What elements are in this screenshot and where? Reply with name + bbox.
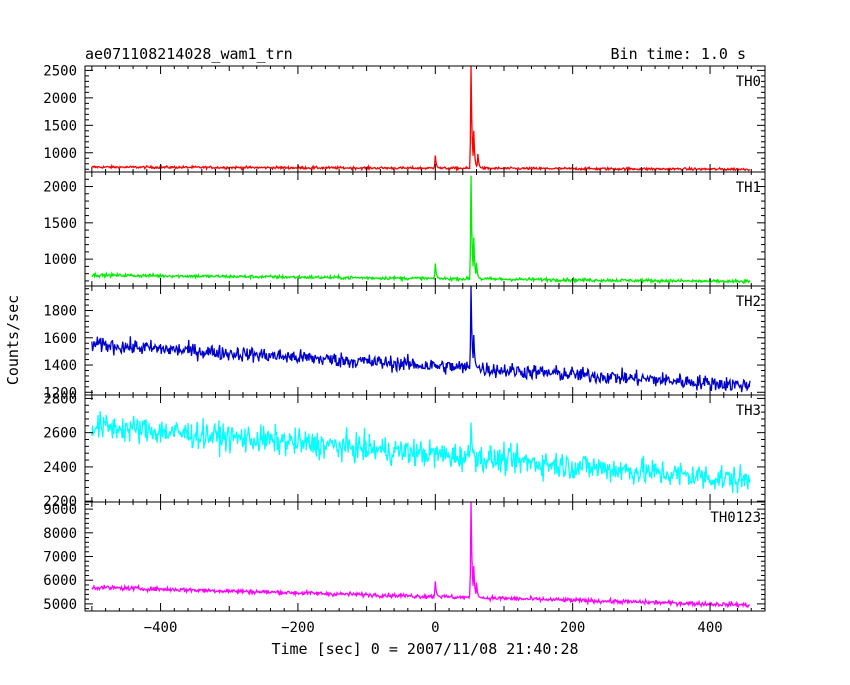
x-axis-label: Time [sec] 0 = 2007/11/08 21:40:28: [271, 640, 578, 658]
y-tick-label: 2800: [43, 391, 77, 407]
y-tick-label: 7000: [43, 550, 77, 566]
y-tick-label: 1000: [43, 146, 77, 162]
panel-label-th2: TH2: [736, 294, 761, 310]
panel-label-th3: TH3: [736, 403, 761, 419]
y-tick-label: 1000: [43, 252, 77, 268]
panel-label-th1: TH1: [736, 180, 761, 196]
panel-frame: [84, 65, 766, 173]
y-tick-label: 9000: [43, 502, 77, 518]
panel-frame: [84, 171, 766, 287]
series-line-th1: [91, 175, 751, 285]
y-tick-label: 1200: [43, 385, 77, 401]
series-line-th3: [91, 411, 751, 494]
y-tick-label: 1500: [43, 118, 77, 134]
y-tick-label: 8000: [43, 526, 77, 542]
panel-th0: 1000 1500 2000 2500 TH0: [43, 63, 766, 173]
y-axis-label: Counts/sec: [4, 295, 22, 385]
x-tick-label: 200: [560, 620, 585, 636]
y-tick-label: 2000: [43, 91, 77, 107]
panel-frame: [84, 394, 766, 503]
panel-th1: 1000 1500 2000 TH1: [43, 171, 766, 287]
panel-frame: [84, 501, 766, 612]
panel-th3: 2200 2400 2600 2800 TH3: [43, 391, 766, 510]
y-tick-label: 1400: [43, 358, 77, 374]
panel-th2: 1200 1400 1600 1800 TH2: [43, 285, 766, 401]
x-tick-label: −200: [281, 620, 315, 636]
panel-label-th0: TH0: [736, 74, 761, 90]
series-line-th0123: [91, 501, 750, 609]
y-tick-label: 2500: [43, 63, 77, 79]
chart-title: ae071108214028_wam1_trn: [85, 45, 293, 63]
y-tick-label: 5000: [43, 597, 77, 613]
panel-th0123: 5000 6000 7000 8000 9000 TH0123: [43, 501, 766, 613]
x-tick-label: 0: [431, 620, 439, 636]
y-tick-label: 1800: [43, 304, 77, 320]
y-tick-label: 1600: [43, 331, 77, 347]
bin-time-label: Bin time: 1.0 s: [611, 45, 746, 63]
series-line-th0: [91, 65, 751, 173]
x-tick-label: −400: [144, 620, 178, 636]
y-tick-label: 6000: [43, 573, 77, 589]
y-tick-label: 2200: [43, 494, 77, 510]
y-tick-label: 1500: [43, 216, 77, 232]
x-tick-label: 400: [697, 620, 722, 636]
y-tick-label: 2400: [43, 460, 77, 476]
y-tick-label: 2600: [43, 426, 77, 442]
series-line-th2: [91, 285, 751, 393]
y-tick-label: 2000: [43, 180, 77, 196]
panel-label-th0123: TH0123: [710, 510, 761, 526]
